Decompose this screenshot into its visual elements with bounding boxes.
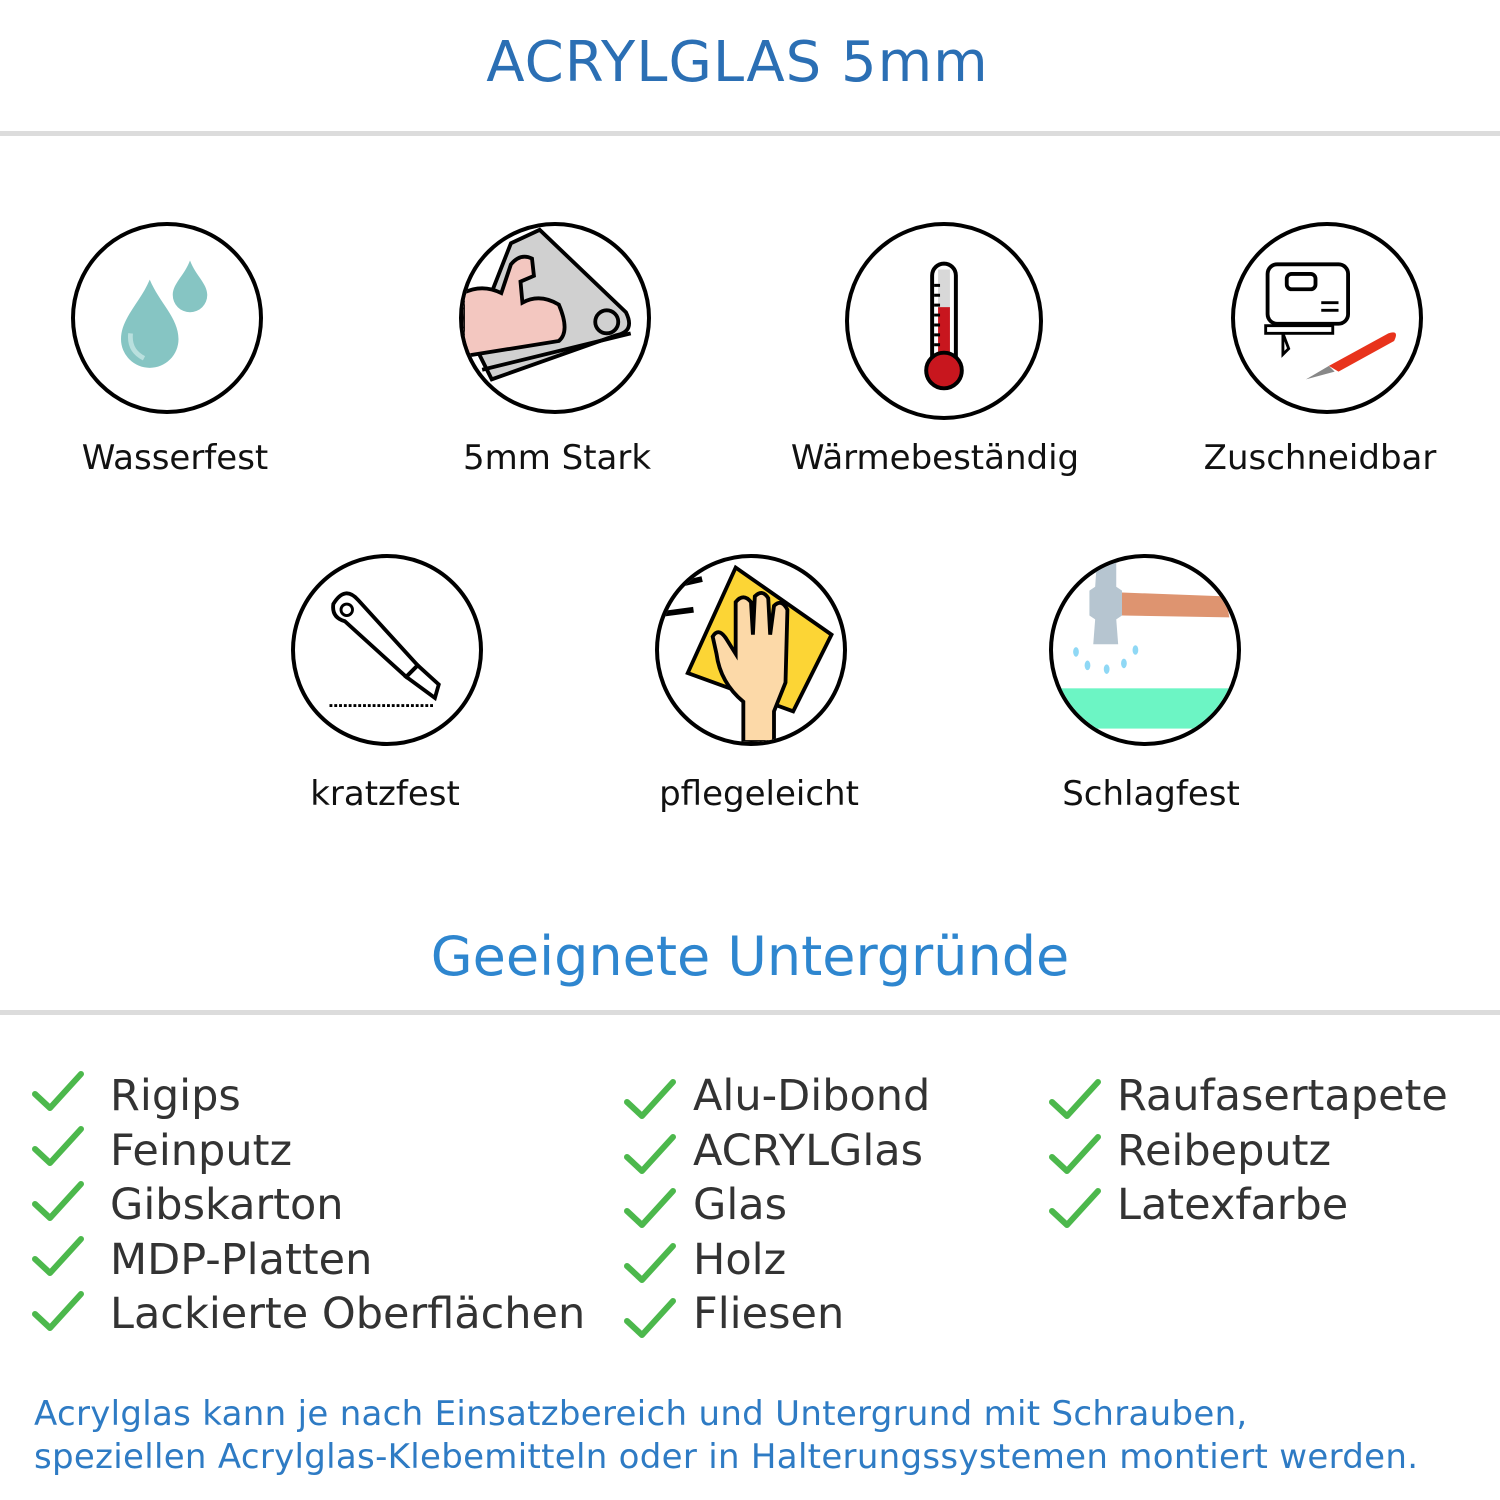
feature-label: Wasserfest	[81, 438, 269, 478]
footer-line-1: Acrylglas kann je nach Einsatzbereich un…	[34, 1394, 1248, 1434]
hand-cloth-icon	[655, 554, 847, 746]
surface-item: ACRYLGlas	[693, 1125, 924, 1176]
checkmark-icon	[32, 1070, 84, 1114]
divider	[0, 131, 1500, 136]
muscle-arm-icon	[459, 222, 651, 414]
checkmark-icon	[32, 1125, 84, 1169]
surface-item: Feinputz	[110, 1125, 293, 1176]
surface-item: Latexfarbe	[1117, 1180, 1349, 1230]
thermometer-icon	[845, 222, 1043, 420]
checkmark-icon	[1049, 1187, 1101, 1231]
jigsaw-knife-icon	[1231, 222, 1423, 414]
footer-line-2: speziellen Acrylglas-Klebemitteln oder i…	[34, 1437, 1419, 1477]
feature-label: 5mm Stark	[462, 438, 652, 478]
checkmark-icon	[1049, 1078, 1101, 1122]
feature-label: Wärmebeständig	[790, 438, 1080, 478]
page-title: ACRYLGLAS 5mm	[486, 30, 989, 95]
checkmark-icon	[624, 1078, 676, 1122]
checkmark-icon	[32, 1290, 84, 1334]
checkmark-icon	[624, 1133, 676, 1177]
surface-item: Fliesen	[693, 1289, 845, 1339]
surface-item: MDP-Platten	[110, 1234, 373, 1285]
surfaces-title: Geeignete Untergründe	[430, 925, 1070, 988]
feature-label: Zuschneidbar	[1203, 438, 1437, 478]
checkmark-icon	[624, 1187, 676, 1231]
surface-item: Raufasertapete	[1117, 1071, 1448, 1121]
hammer-icon	[1049, 554, 1241, 746]
surface-item: Glas	[693, 1180, 788, 1230]
cutter-knife-icon	[291, 554, 483, 746]
surface-item: Alu-Dibond	[693, 1071, 931, 1121]
feature-label: Schlagfest	[1062, 774, 1240, 814]
divider	[0, 1010, 1500, 1015]
checkmark-icon	[1049, 1133, 1101, 1177]
surface-item: Lackierte Oberflächen	[110, 1289, 586, 1339]
checkmark-icon	[624, 1297, 676, 1341]
feature-label: kratzfest	[310, 774, 460, 814]
surface-item: Gibskarton	[110, 1180, 344, 1230]
checkmark-icon	[624, 1242, 676, 1286]
water-drops-icon	[71, 222, 263, 414]
surface-item: Rigips	[110, 1071, 241, 1121]
checkmark-icon	[32, 1235, 84, 1279]
feature-label: pflegeleicht	[659, 774, 859, 814]
surface-item: Holz	[693, 1234, 787, 1285]
checkmark-icon	[32, 1180, 84, 1224]
surface-item: Reibeputz	[1117, 1125, 1332, 1176]
